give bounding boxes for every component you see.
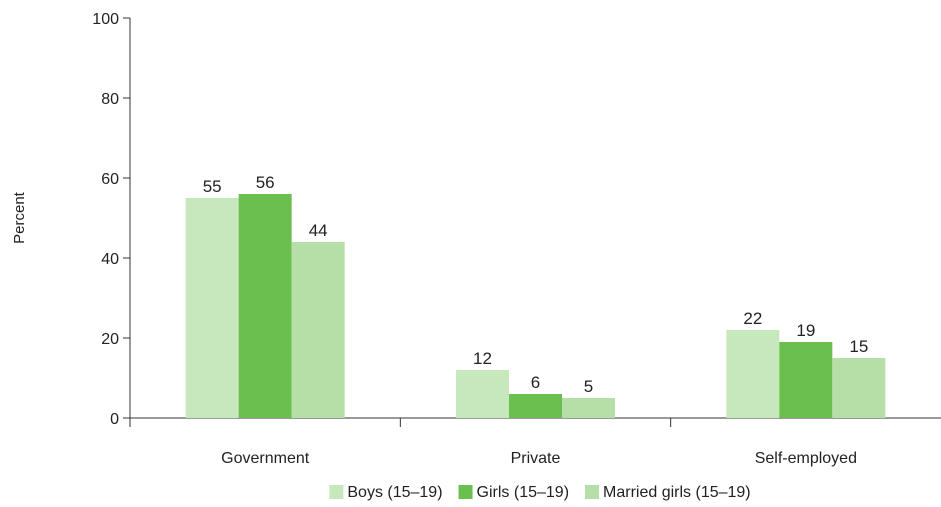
legend: Boys (15–19) Girls (15–19) Married girls (… [329,484,751,501]
data-label: 44 [309,221,328,240]
y-tick-label: 60 [101,171,119,188]
bars [185,194,886,418]
data-label: 19 [796,321,815,340]
bar [456,370,509,418]
legend-swatch [458,485,473,499]
y-axis-title: Percent [11,191,28,244]
legend-label: Married girls (15–19) [603,484,751,501]
data-labels: 55 56 44 12 6 5 22 19 15 [203,173,869,396]
x-tick-label: Private [511,450,561,467]
legend-label: Girls (15–19) [477,484,569,501]
y-tick-label: 80 [101,91,119,108]
bar [726,330,780,418]
bar [779,342,833,418]
y-tick-label: 20 [101,331,119,348]
y-axis: 0 20 40 60 80 100 [92,11,131,428]
y-tick-label: 40 [101,251,119,268]
legend-item: Married girls (15–19) [585,484,751,501]
bar [185,198,239,418]
data-label: 55 [203,177,222,196]
y-tick-label: 100 [92,11,119,28]
bar [509,394,562,418]
legend-item: Boys (15–19) [329,484,443,501]
bar [238,194,292,418]
x-tick-label: Self-employed [755,450,857,467]
data-label: 6 [531,373,540,392]
y-tick-label: 0 [110,411,119,428]
legend-item: Girls (15–19) [458,484,569,501]
data-label: 5 [584,377,593,396]
x-axis: Government Private Self-employed [129,417,941,467]
data-label: 15 [849,337,868,356]
x-tick-label: Government [221,450,310,467]
data-label: 56 [256,173,275,192]
legend-swatch [329,485,344,499]
legend-swatch [585,485,600,499]
data-label: 22 [743,309,762,328]
data-label: 12 [473,349,492,368]
legend-label: Boys (15–19) [347,484,442,501]
bar [832,358,886,418]
bar [562,398,615,418]
bar [291,242,345,418]
